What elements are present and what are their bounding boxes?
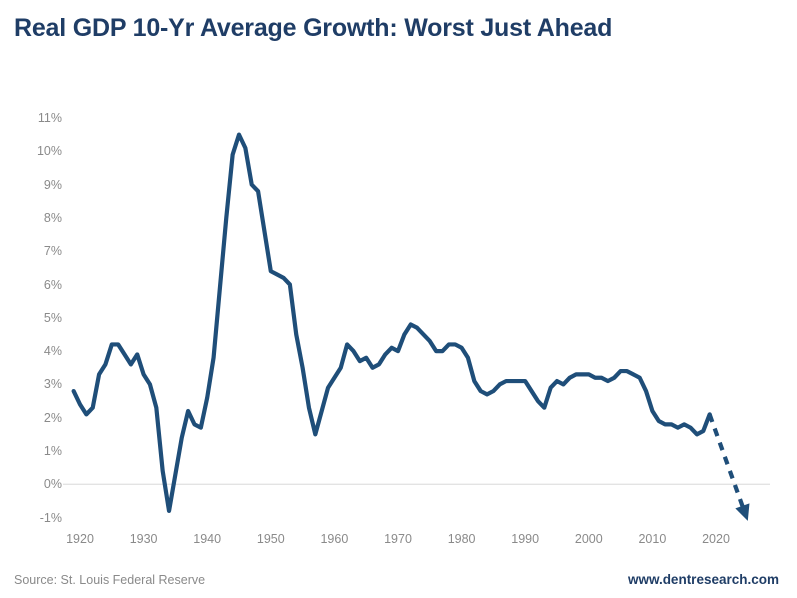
x-axis-tick-label: 1940 [193,532,222,546]
y-axis-tick-label: 4% [43,344,62,359]
forecast-arrowhead-icon [735,503,750,521]
x-axis-tick-label: 1970 [384,532,412,546]
x-axis-tick-label: 1980 [447,532,476,546]
y-axis-tick-label: -1% [39,510,62,525]
data-series-group [71,132,750,521]
y-axis-tick-label: 7% [43,244,62,259]
y-axis-tick-label: 10% [36,144,62,159]
y-axis-tick-label: 2% [43,410,62,425]
y-axis-tick-label: 8% [43,210,62,225]
y-axis-tick-label: 9% [43,177,62,192]
x-axis-tick-label: 2000 [574,532,603,546]
source-note: Source: St. Louis Federal Reserve [14,573,206,587]
y-axis-tick-label: 5% [43,310,62,325]
x-axis-tick-label: 1950 [256,532,285,546]
forecast-dashed-line [707,413,746,510]
x-axis-tick-label: 1920 [66,532,94,546]
x-axis-tick-label: 1990 [511,532,540,546]
x-axis-tick-label: 2020 [702,532,730,546]
y-axis-tick-label: 0% [43,477,62,492]
gdp-growth-line [71,132,712,514]
y-axis-tick-label: 6% [43,277,62,292]
y-axis-tick-label: 1% [43,444,62,458]
x-axis-tick-label: 1960 [320,532,349,546]
site-url-label: www.dentresearch.com [627,572,779,587]
y-axis-tick-label: 3% [43,377,62,392]
x-axis-tick-label: 2010 [638,532,667,546]
x-axis-tick-label: 1930 [129,532,158,546]
y-axis-tick-label: 11% [37,111,62,125]
chart-title: Real GDP 10-Yr Average Growth: Worst Jus… [14,14,613,42]
